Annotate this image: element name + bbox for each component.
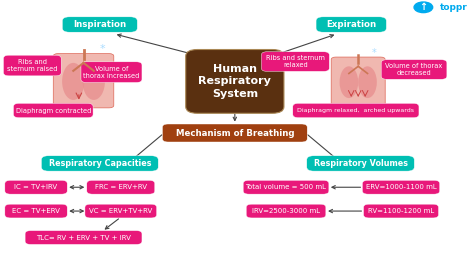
Text: IRV=2500-3000 mL: IRV=2500-3000 mL xyxy=(252,208,320,214)
Ellipse shape xyxy=(339,66,358,98)
FancyBboxPatch shape xyxy=(246,204,326,218)
Text: VC = ERV+TV+RV: VC = ERV+TV+RV xyxy=(89,208,153,214)
Text: TLC= RV + ERV + TV + IRV: TLC= RV + ERV + TV + IRV xyxy=(36,235,131,240)
FancyBboxPatch shape xyxy=(261,52,329,71)
Text: IC = TV+IRV: IC = TV+IRV xyxy=(15,184,58,190)
Text: EC = TV+ERV: EC = TV+ERV xyxy=(12,208,60,214)
FancyBboxPatch shape xyxy=(316,17,386,32)
FancyBboxPatch shape xyxy=(307,156,414,171)
FancyBboxPatch shape xyxy=(186,49,284,113)
Text: toppr: toppr xyxy=(440,3,467,12)
FancyBboxPatch shape xyxy=(85,204,156,218)
Text: Ribs and sternum
relaxed: Ribs and sternum relaxed xyxy=(266,55,325,68)
Text: Volume of
thorax increased: Volume of thorax increased xyxy=(83,66,140,79)
FancyBboxPatch shape xyxy=(293,103,419,118)
FancyBboxPatch shape xyxy=(53,54,114,108)
Text: *: * xyxy=(372,48,377,58)
Text: Total volume = 500 mL: Total volume = 500 mL xyxy=(246,184,327,190)
FancyBboxPatch shape xyxy=(331,57,385,106)
FancyBboxPatch shape xyxy=(81,62,142,82)
FancyBboxPatch shape xyxy=(41,156,158,171)
Text: Respiratory Capacities: Respiratory Capacities xyxy=(48,159,151,168)
FancyBboxPatch shape xyxy=(363,180,440,194)
Text: RV=1100-1200 mL: RV=1100-1200 mL xyxy=(368,208,434,214)
FancyBboxPatch shape xyxy=(25,231,142,244)
FancyBboxPatch shape xyxy=(381,60,447,79)
FancyBboxPatch shape xyxy=(3,55,61,76)
Text: Respiratory Volumes: Respiratory Volumes xyxy=(313,159,408,168)
Text: ↑: ↑ xyxy=(419,2,428,12)
Text: Volume of thorax
decreased: Volume of thorax decreased xyxy=(385,63,443,76)
FancyBboxPatch shape xyxy=(87,180,155,194)
Text: Ribs and
sternum raised: Ribs and sternum raised xyxy=(7,59,57,72)
Text: Expiration: Expiration xyxy=(326,20,376,29)
FancyBboxPatch shape xyxy=(63,17,137,32)
Text: Diaphragm contracted: Diaphragm contracted xyxy=(16,107,91,114)
Ellipse shape xyxy=(358,66,377,98)
Text: Mechanism of Breathing: Mechanism of Breathing xyxy=(175,128,294,138)
Text: Diaphragm relaxed,  arched upwards: Diaphragm relaxed, arched upwards xyxy=(297,108,414,113)
Text: *: * xyxy=(100,44,105,54)
Ellipse shape xyxy=(62,63,84,100)
Text: ERV=1000-1100 mL: ERV=1000-1100 mL xyxy=(365,184,437,190)
Ellipse shape xyxy=(82,63,105,100)
FancyBboxPatch shape xyxy=(163,124,307,142)
Text: FRC = ERV+RV: FRC = ERV+RV xyxy=(95,184,147,190)
Text: Inspiration: Inspiration xyxy=(73,20,127,29)
Text: Human
Respiratory
System: Human Respiratory System xyxy=(199,64,271,99)
Circle shape xyxy=(414,2,433,13)
FancyBboxPatch shape xyxy=(243,180,329,194)
FancyBboxPatch shape xyxy=(5,180,67,194)
FancyBboxPatch shape xyxy=(5,204,67,218)
FancyBboxPatch shape xyxy=(13,103,93,118)
FancyBboxPatch shape xyxy=(364,204,438,218)
